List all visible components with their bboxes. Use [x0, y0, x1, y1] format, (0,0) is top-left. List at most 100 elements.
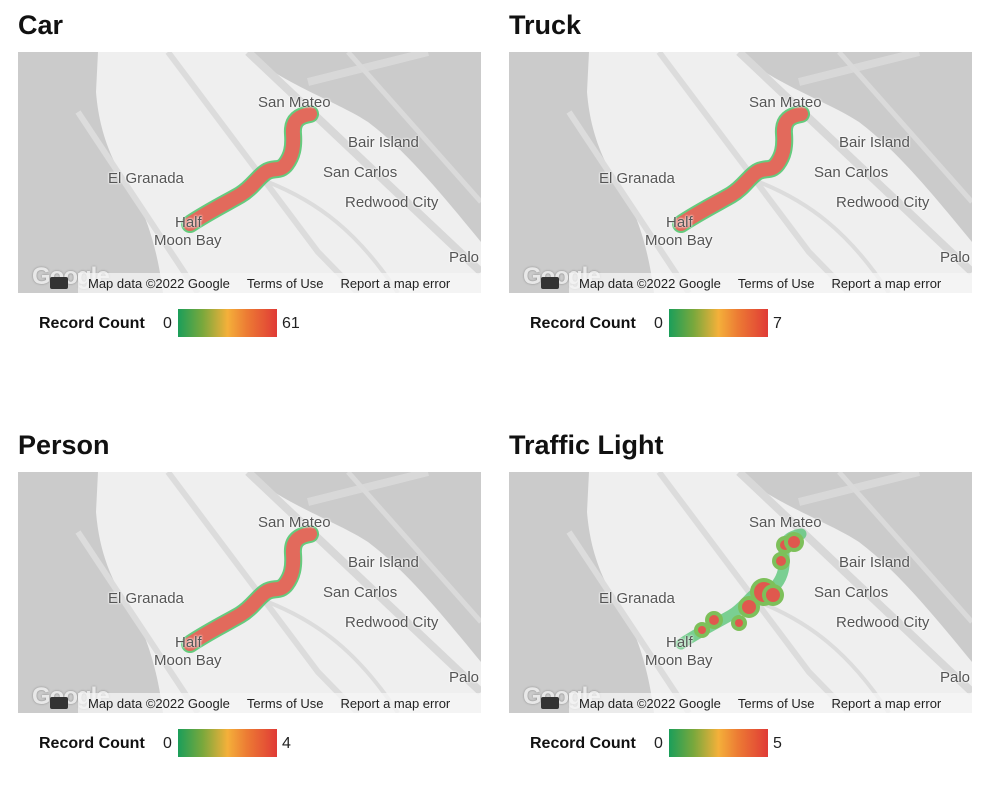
keyboard-icon[interactable] — [50, 277, 68, 289]
map-data-text: Map data ©2022 Google — [88, 275, 230, 291]
legend-label: Record Count — [530, 735, 636, 752]
heat-core — [674, 107, 808, 231]
attribution-bg — [78, 693, 481, 713]
map-attribution: Map data ©2022 Google Terms of Use Report … — [509, 273, 972, 293]
place-label: San Mateo — [749, 514, 822, 531]
heatmap[interactable]: San Mateo Bair Island San Carlos El Granada… — [509, 472, 972, 713]
place-label: El Granada — [108, 590, 184, 607]
map-attribution: Map data ©2022 Google Terms of Use Report … — [509, 693, 972, 713]
place-label: San Mateo — [258, 94, 331, 111]
report-map-error-link[interactable]: Report a map error — [340, 275, 451, 291]
place-label: Moon Bay — [154, 652, 222, 669]
place-label: Moon Bay — [645, 652, 713, 669]
panel-title: Car — [18, 10, 64, 40]
color-legend: Record Count 0 7 — [509, 309, 972, 339]
heat-spot — [735, 619, 743, 627]
place-label: El Granada — [108, 170, 184, 187]
heat-spot — [766, 588, 780, 602]
place-label: San Mateo — [258, 514, 331, 531]
terms-of-use-link[interactable]: Terms of Use — [737, 695, 815, 711]
map-attribution: Map data ©2022 Google Terms of Use Report … — [18, 273, 481, 293]
road — [245, 52, 481, 275]
heatmap[interactable]: San Mateo Bair Island San Carlos El Granada… — [509, 52, 972, 293]
map-base — [75, 472, 481, 713]
legend-max: 7 — [773, 315, 782, 332]
report-map-error-link[interactable]: Report a map error — [831, 695, 942, 711]
road — [346, 52, 481, 204]
place-label: San Mateo — [749, 94, 822, 111]
road — [736, 52, 972, 275]
heat-core — [183, 107, 317, 231]
keyboard-icon[interactable] — [541, 697, 559, 709]
place-label: Half — [175, 634, 202, 651]
map-base — [566, 52, 972, 293]
attribution-bg — [78, 273, 481, 293]
terms-of-use-link[interactable]: Terms of Use — [246, 275, 324, 291]
place-label: Redwood City — [836, 614, 930, 631]
place-label: Bair Island — [348, 554, 419, 571]
place-label: El Granada — [599, 170, 675, 187]
legend-label: Record Count — [39, 735, 145, 752]
map-data-text: Map data ©2022 Google — [579, 275, 721, 291]
terms-of-use-link[interactable]: Terms of Use — [246, 695, 324, 711]
road — [758, 180, 891, 293]
place-label: San Carlos — [814, 164, 889, 181]
place-label: Moon Bay — [154, 232, 222, 249]
road — [758, 600, 891, 713]
place-label: Half — [666, 634, 693, 651]
legend-max: 61 — [282, 315, 300, 332]
heat-core — [183, 527, 317, 651]
heatmap[interactable]: San Mateo Bair Island San Carlos El Granada… — [18, 472, 481, 713]
road — [307, 52, 429, 86]
road — [267, 600, 400, 713]
heat-spot — [776, 556, 786, 566]
place-label: Bair Island — [348, 134, 419, 151]
place-label: Bair Island — [839, 554, 910, 571]
road — [566, 530, 692, 713]
place-label: Moon Bay — [645, 232, 713, 249]
place-label: San Carlos — [814, 584, 889, 601]
place-label: El Granada — [599, 590, 675, 607]
heat-spot — [788, 536, 800, 548]
terms-of-use-link[interactable]: Terms of Use — [737, 275, 815, 291]
road — [837, 52, 972, 204]
road — [267, 180, 400, 293]
legend-max: 5 — [773, 735, 782, 752]
color-legend: Record Count 0 4 — [18, 729, 481, 759]
keyboard-icon[interactable] — [541, 277, 559, 289]
legend-label: Record Count — [39, 315, 145, 332]
color-legend: Record Count 0 5 — [509, 729, 972, 759]
heatmap[interactable]: San Mateo Bair Island San Carlos El Granada… — [18, 52, 481, 293]
map-attribution: Map data ©2022 Google Terms of Use Report … — [18, 693, 481, 713]
map-base — [75, 52, 481, 293]
panel-title: Traffic Light — [509, 430, 664, 460]
place-label: Half — [666, 214, 693, 231]
place-label: Redwood City — [345, 614, 439, 631]
keyboard-icon[interactable] — [50, 697, 68, 709]
legend-gradient — [178, 729, 277, 757]
road — [798, 52, 920, 86]
heat-spot — [742, 600, 756, 614]
place-label: Half — [175, 214, 202, 231]
road — [75, 530, 201, 713]
place-label: Redwood City — [345, 194, 439, 211]
legend-min: 0 — [163, 315, 172, 332]
road — [798, 472, 920, 506]
place-label: Palo — [940, 249, 971, 266]
legend-gradient — [669, 309, 768, 337]
road — [75, 110, 201, 293]
road — [245, 472, 481, 695]
report-map-error-link[interactable]: Report a map error — [340, 695, 451, 711]
road — [346, 472, 481, 624]
place-label: Palo — [449, 669, 480, 686]
heat-spot — [709, 615, 719, 625]
road — [566, 110, 692, 293]
legend-min: 0 — [654, 735, 663, 752]
legend-max: 4 — [282, 735, 291, 752]
map-data-text: Map data ©2022 Google — [88, 695, 230, 711]
place-label: Redwood City — [836, 194, 930, 211]
legend-min: 0 — [163, 735, 172, 752]
report-map-error-link[interactable]: Report a map error — [831, 275, 942, 291]
legend-gradient — [178, 309, 277, 337]
place-label: Palo — [449, 249, 480, 266]
